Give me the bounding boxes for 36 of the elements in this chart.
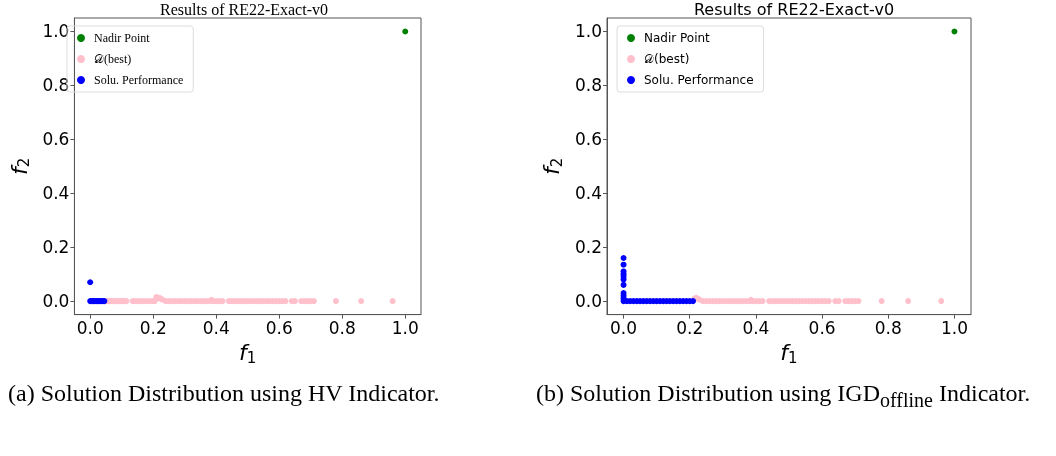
y-tick-label: 0.0 <box>42 291 70 312</box>
y-tick-label: 0.0 <box>574 291 602 312</box>
y-tick-label: 0.4 <box>574 183 602 204</box>
x-tick-label: 1.0 <box>940 318 968 339</box>
chart-title: Results of RE22-Exact-v0 <box>693 0 895 19</box>
x-tick-label: 0.0 <box>610 318 638 339</box>
text: (a) Solution Distribution using HV Indicator. <box>8 379 441 408</box>
legend-label: 𝒟(best) <box>94 52 132 66</box>
y-tick-label: 0.8 <box>42 75 70 96</box>
y-tick-label: 0.4 <box>42 183 70 204</box>
y-tick-label: 0.8 <box>574 75 602 96</box>
chart-title: Results of RE22-Exact-v0 <box>160 0 328 18</box>
legend-label: Nadir Point <box>94 31 151 45</box>
legend-label: Solu. Performance <box>94 73 184 87</box>
text: (b) Solution Distribution using IGD$_{offline}$ Indicator. <box>536 379 1032 413</box>
x-tick-label: 0.2 <box>139 318 167 339</box>
x-tick-label: 0.8 <box>874 318 902 339</box>
y-tick-label: 0.2 <box>574 237 602 258</box>
x-tick-label: 0.4 <box>742 318 770 339</box>
y-tick-label: 0.2 <box>42 237 70 258</box>
y-tick-label: 1.0 <box>42 21 70 42</box>
legend-label: Nadir Point <box>644 31 711 45</box>
y-axis-title: f2 <box>6 157 33 175</box>
x-tick-label: 0.2 <box>676 318 704 339</box>
x-tick-label: 0.0 <box>76 318 104 339</box>
x-tick-label: 1.0 <box>391 318 419 339</box>
y-tick-label: 1.0 <box>574 21 602 42</box>
x-tick-label: 0.8 <box>328 318 356 339</box>
x-tick-label: 0.6 <box>265 318 293 339</box>
legend-label: Solu. Performance <box>644 73 754 87</box>
legend-label: 𝒟(best) <box>644 52 690 66</box>
x-tick-label: 0.6 <box>808 318 836 339</box>
y-axis-title: f2 <box>539 157 566 175</box>
x-tick-label: 0.4 <box>202 318 230 339</box>
y-tick-label: 0.6 <box>42 129 70 150</box>
y-tick-label: 0.6 <box>574 129 602 150</box>
